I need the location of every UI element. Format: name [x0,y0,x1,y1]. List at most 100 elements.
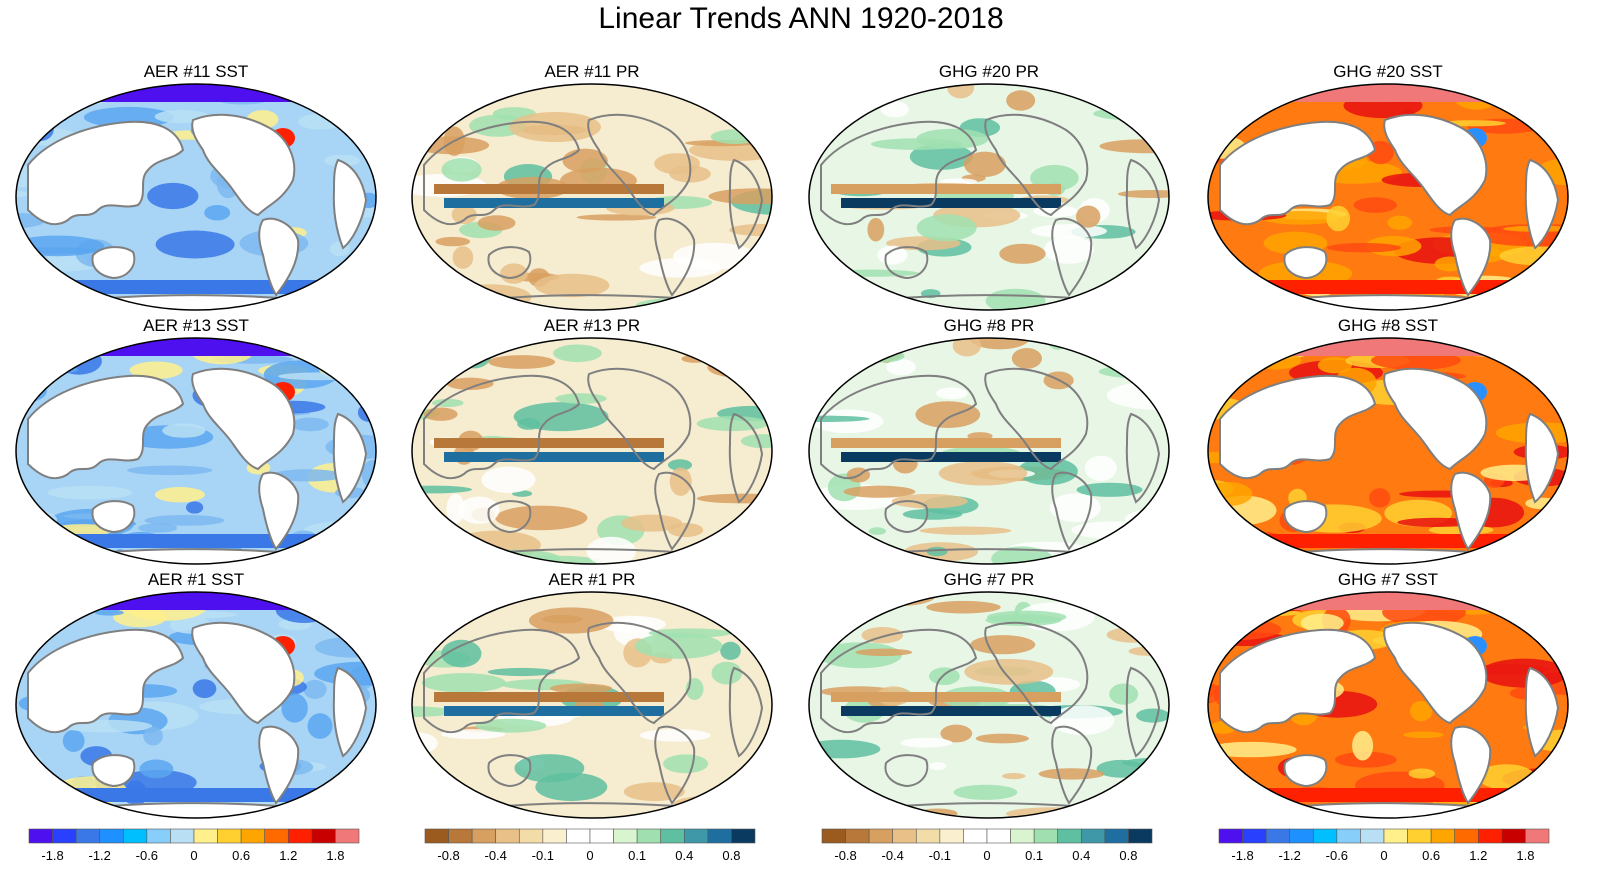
field-patch [936,387,968,400]
field-patch [855,648,913,656]
field-patch [46,304,98,310]
map-border [1207,83,1569,311]
field-patch [16,804,42,814]
field-patch [1128,646,1169,656]
coastline [332,666,368,758]
colorbar-swatch [1289,828,1314,844]
panel-title: AER #11 PR [544,62,640,81]
colorbar-tick-label: 0.6 [232,848,251,863]
field-patch [331,622,376,637]
world-map [808,591,1170,819]
field-patch [586,536,636,564]
field-patch [321,531,369,559]
coastline [654,471,696,551]
field-patch [441,639,482,668]
field-patch [46,592,88,612]
field-patch [827,798,849,814]
colorbar-swatch [589,828,614,844]
colorbar-swatch [264,828,289,844]
field-patch [822,279,862,299]
coastline [27,120,185,226]
southern-ocean-band [1208,534,1568,548]
world-map [1207,83,1569,311]
field-patch [16,814,46,818]
field-patch [412,538,442,563]
map-panel: GHG #7 SST [1200,570,1576,822]
colorbar-swatch [240,828,266,844]
map-panel: GHG #8 SST [1200,316,1576,568]
map-panel: GHG #8 PR [801,316,1177,568]
field-patch [1136,708,1169,723]
southern-ocean-band [16,280,376,294]
coastline [884,246,929,280]
field-patch [877,245,908,265]
colorbar-tick-label: 1.2 [279,848,298,863]
coastline [820,120,978,226]
coastline [487,246,532,280]
panel-title: GHG #20 PR [938,62,1040,81]
figure-title: Linear Trends ANN 1920-2018 [598,2,1004,35]
field-patch [1006,90,1036,111]
field-patch [1208,766,1238,783]
field-patch [1550,595,1568,611]
equatorial-band [444,706,664,716]
colorbar-tick-label: -1.2 [1278,848,1301,863]
world-map [1207,591,1569,819]
colorbar-swatch [424,828,449,844]
map-panel: AER #1 PR [404,570,780,822]
field-patch [696,416,769,432]
field-patch [412,798,435,818]
field-patch [343,338,369,361]
colorbar-tick-label: 0.1 [628,848,647,863]
colorbar-swatch [52,828,77,844]
equatorial-band-north [831,184,1061,194]
field-patch [1084,455,1117,481]
coastline [258,725,300,805]
field-patch [1208,741,1297,758]
field-patch [452,246,474,269]
field-patch [16,353,83,367]
field-patch [412,765,434,793]
field-patch [708,188,772,205]
coastline [1283,500,1328,534]
field-patch [204,205,231,221]
colorbar-swatch [471,828,497,844]
field-patch [477,215,516,231]
colorbar-swatch [707,828,732,844]
panel-title: AER #1 PR [548,570,636,589]
coastline [423,628,581,734]
field-patch [635,298,713,310]
equatorial-band [841,452,1061,462]
field-patch [919,526,1012,535]
field-patch [1525,497,1560,510]
colorbar-swatch [1010,828,1035,844]
map-border [411,591,773,819]
field-patch [1228,270,1261,285]
colorbar-tick-label: 0.1 [1025,848,1044,863]
field-patch [576,214,657,221]
colorbar-tick-label: -1.2 [88,848,111,863]
coastline [27,628,185,734]
field-patch [281,693,308,723]
field-patch [435,236,471,247]
field-patch [1017,457,1078,486]
colorbar-swatch [146,828,171,844]
coastline [258,471,300,551]
coastline [332,158,368,250]
coastline [1125,412,1161,504]
coastline [1219,374,1377,480]
map-panel: AER #13 PR [404,316,780,568]
field-patch [740,434,772,449]
coastline [1219,120,1377,226]
colorbar-swatch [1242,828,1267,844]
field-patch [828,537,869,557]
sst-colorbar-ghg: -1.8 -1.2 -0.6 0 0.6 1.2 1.8 [1212,828,1557,878]
equatorial-band [841,706,1061,716]
coastline [487,500,532,534]
field-patch [940,724,973,743]
colorbar-swatch [1104,828,1129,844]
map-border [808,591,1170,819]
field-patch [138,523,178,533]
field-patch [550,683,613,694]
colorbar-tick-label: -0.4 [881,848,904,863]
